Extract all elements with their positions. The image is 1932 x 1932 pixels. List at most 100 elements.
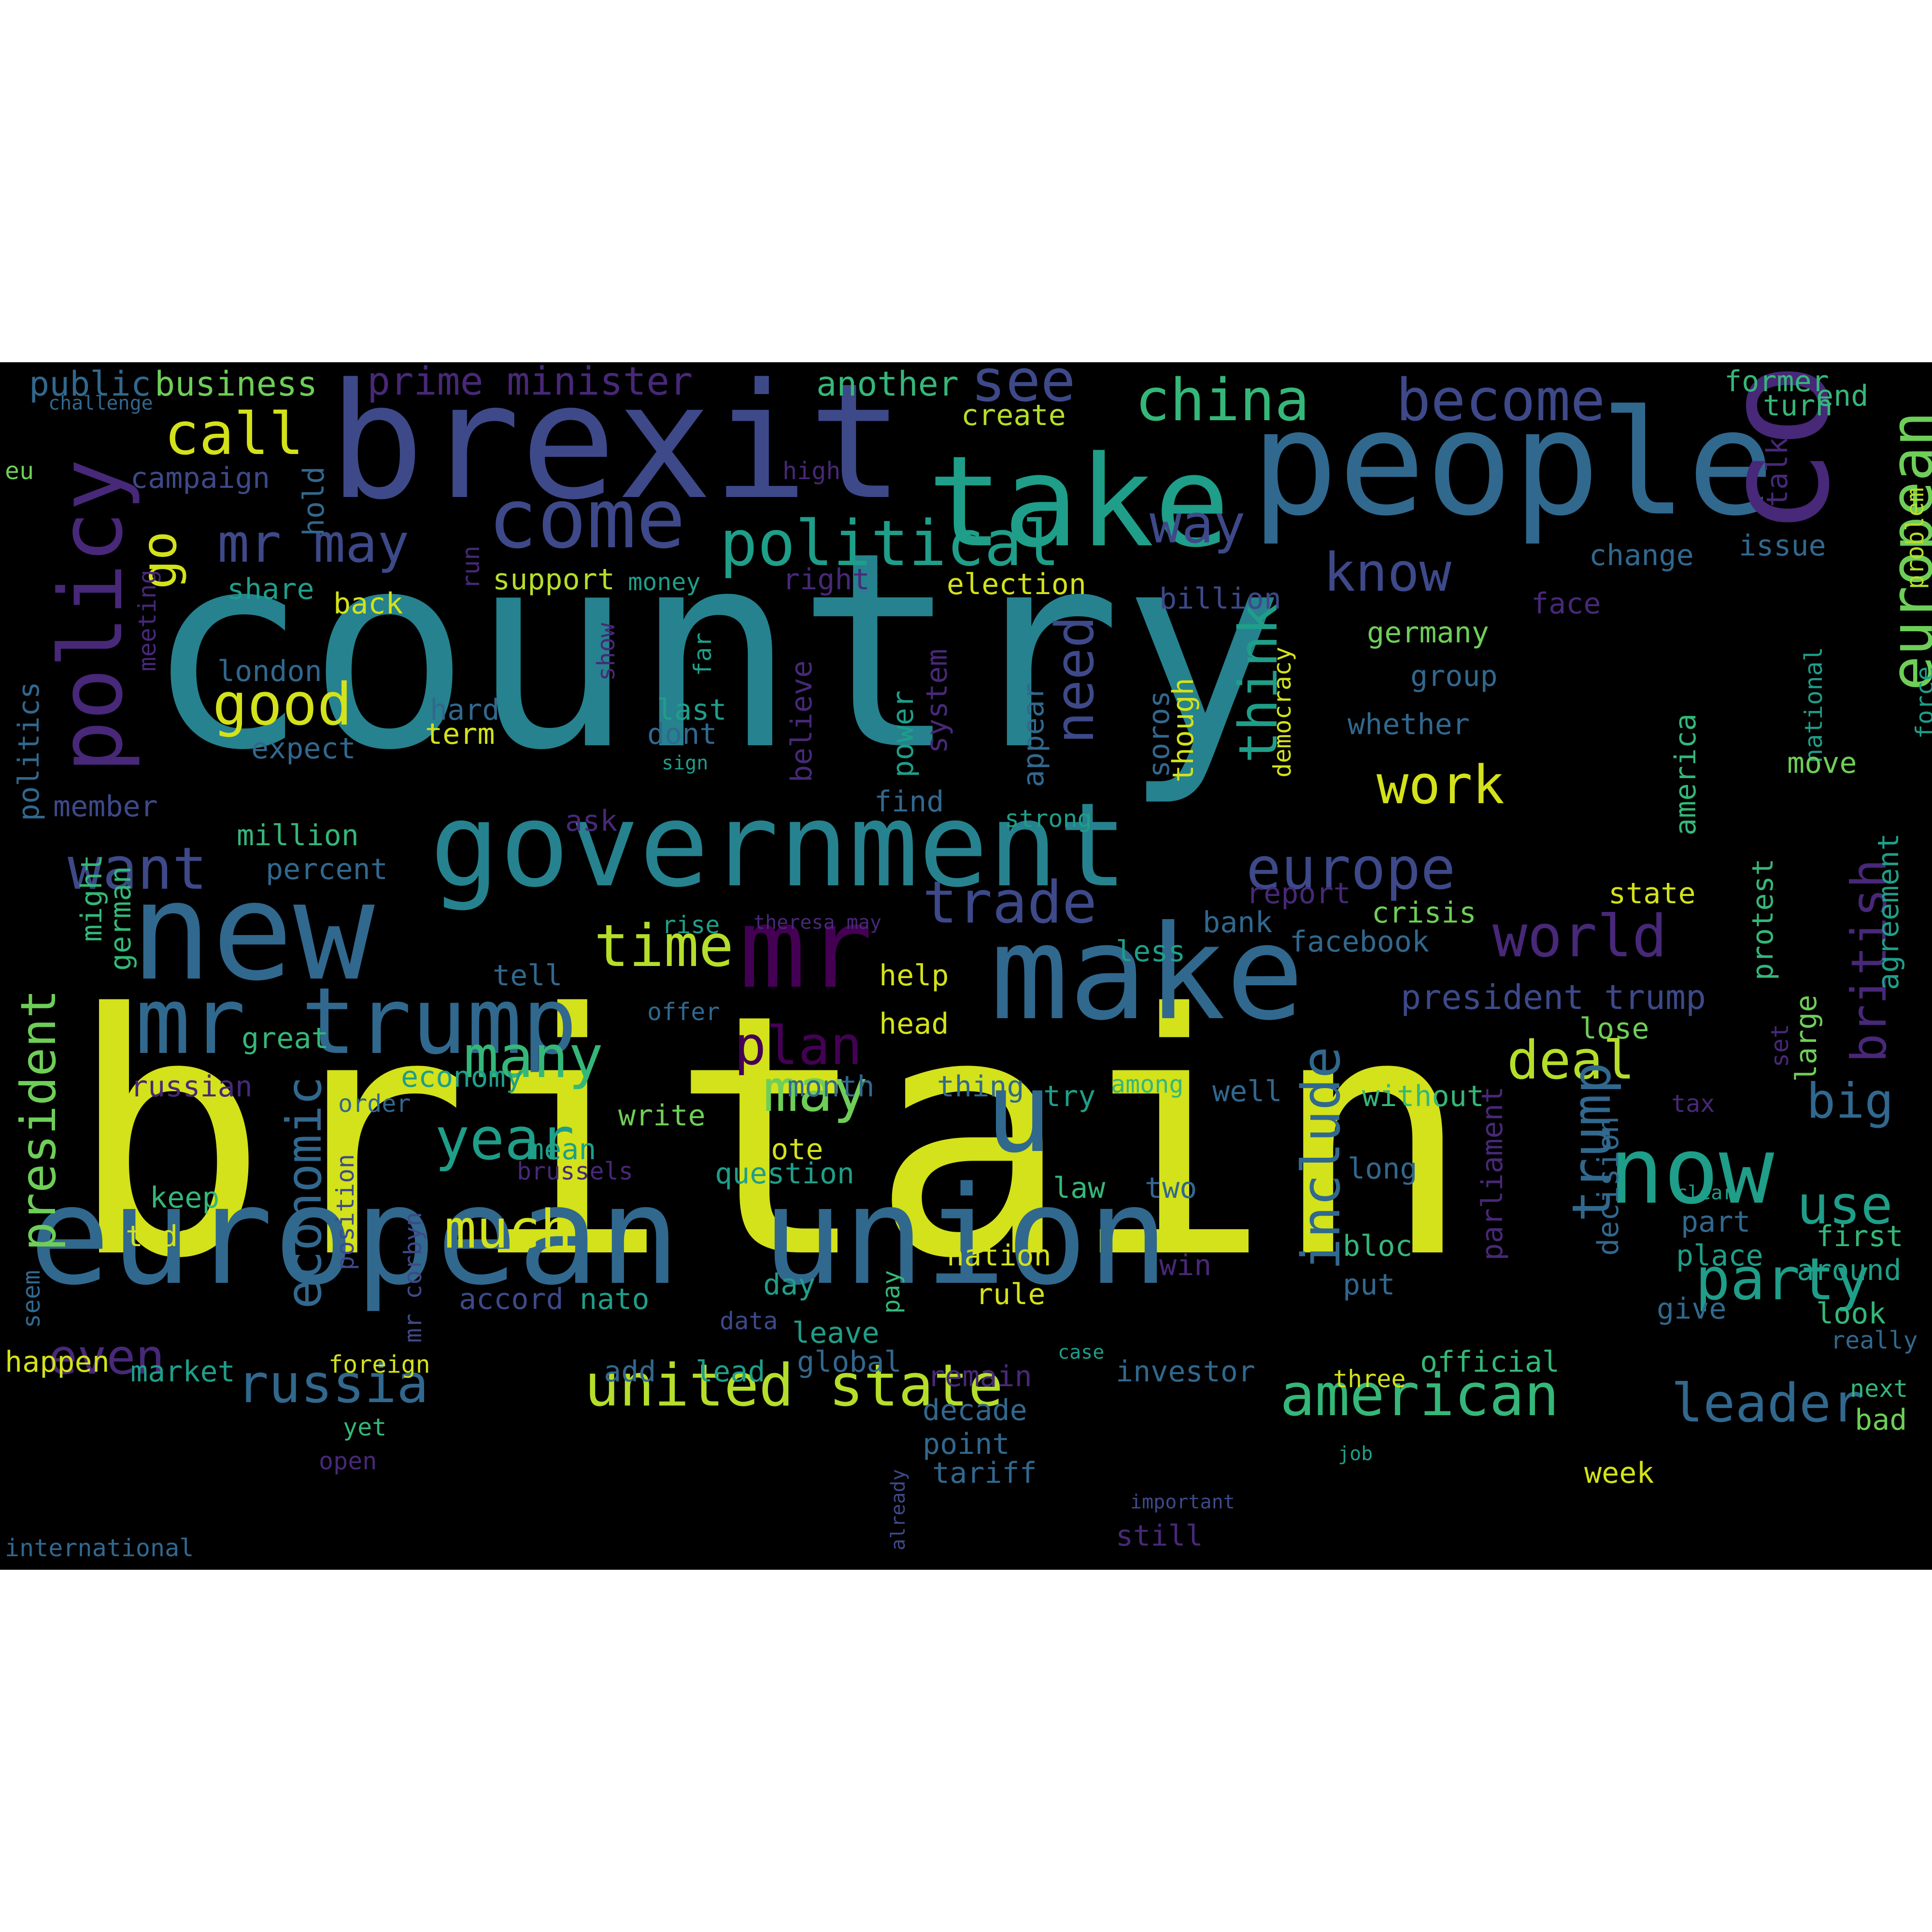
cloud-word: high [782,457,841,485]
cloud-word: bloc [1343,1229,1413,1263]
cloud-word: help [879,959,949,993]
cloud-word: month [787,1070,875,1104]
cloud-word: find [874,785,944,819]
cloud-word: next [1850,1375,1908,1403]
cloud-word: new [130,853,375,1011]
cloud-word: crisis [1372,896,1477,930]
cloud-word: right [782,563,870,597]
cloud-word: great [242,1022,329,1055]
cloud-word: try [1043,1080,1096,1113]
cloud-word: turn [1763,389,1833,423]
cloud-word: seem [17,1270,45,1328]
cloud-word: last [657,693,727,727]
cloud-word: country [145,495,1285,810]
cloud-word: politics [12,682,46,821]
cloud-word: issue [1739,529,1826,563]
cloud-word: among [1111,1070,1184,1098]
cloud-word: economic [276,1076,332,1309]
cloud-word: deal [1507,1029,1635,1091]
cloud-word: way [1150,493,1246,555]
cloud-word: move [1787,746,1857,780]
cloud-word: rise [662,911,720,939]
cloud-word: much [444,1198,572,1260]
cloud-word: european union [29,1158,1169,1315]
cloud-word: international [5,1534,194,1562]
cloud-word: election [947,568,1086,601]
cloud-word: without [1362,1080,1484,1113]
cloud-word: well [1212,1075,1282,1108]
cloud-word: take [927,429,1230,575]
cloud-word: believe [785,660,819,782]
cloud-word: parliament [1476,1086,1509,1261]
cloud-word: state [1608,877,1696,910]
cloud-word: facebook [1290,925,1429,959]
cloud-word: hard [430,693,500,727]
cloud-word: bad [1855,1403,1907,1437]
cloud-word: rule [976,1278,1046,1311]
cloud-word: offer [647,998,720,1026]
cloud-word: call [164,401,304,468]
cloud-word: campaign [130,461,270,495]
cloud-word: decade [923,1393,1027,1427]
cloud-word: even [48,1329,165,1385]
cloud-word: trade [923,869,1097,937]
cloud-word: u [985,1049,1052,1178]
cloud-word: bank [1203,906,1273,939]
cloud-word: prime minister [367,362,693,404]
cloud-word: big [1806,1073,1894,1129]
cloud-word: order [338,1090,411,1118]
cloud-word: government [430,778,1128,913]
cloud-word: still [1116,1519,1203,1553]
cloud-word: political [720,507,1060,580]
cloud-word: member [53,790,158,824]
cloud-word: year [435,1106,574,1173]
cloud-word: mean [526,1133,597,1166]
cloud-word: market [130,1355,235,1389]
cloud-word: president trump [1401,978,1706,1017]
cloud-word: want [68,836,207,903]
cloud-word: german [104,866,138,971]
cloud-word: mr may [217,512,410,574]
cloud-word: case [1058,1341,1105,1364]
cloud-word: important [1130,1491,1235,1513]
cloud-word: europe [1246,836,1456,903]
cloud-word: agreement [1872,833,1905,990]
cloud-word: report [1246,877,1351,910]
cloud-word: plan [734,1015,862,1077]
cloud-word: leader [1671,1372,1863,1434]
cloud-word: lead [696,1355,766,1389]
cloud-word: eu [5,457,34,485]
cloud-word: already [887,1469,909,1550]
cloud-word: american [1280,1362,1559,1429]
cloud-word: look [1816,1297,1886,1331]
cloud-word: policy [41,458,142,773]
cloud-word: happen [5,1345,110,1379]
cloud-word: time [594,913,734,980]
cloud-word: add [604,1355,656,1389]
cloud-word: accord [459,1282,564,1316]
cloud-word: far [689,632,717,676]
cloud-word: large [1790,994,1823,1082]
cloud-word: brussels [517,1157,633,1185]
cloud-word: share [227,572,314,606]
cloud-word: president [10,989,67,1251]
cloud-word: strong [1005,805,1092,833]
cloud-word: make [990,897,1305,1049]
cloud-word: whether [1348,708,1470,741]
cloud-word: party [1695,1246,1870,1313]
cloud-word: place [1676,1239,1763,1273]
word-cloud: country britain brexit take people european u… [0,362,1932,1570]
cloud-word: remain [927,1360,1032,1393]
cloud-word: russian [130,1070,253,1104]
cloud-word: public [29,364,151,404]
cloud-word: meeting [133,569,161,671]
cloud-word: now [1608,1118,1775,1224]
cloud-word: two [1145,1171,1197,1205]
cloud-word: business [155,364,318,404]
cloud-word: become [1396,367,1605,434]
cloud-word: back [333,587,403,621]
cloud-word: mr corbyn [399,1212,427,1343]
cloud-word: ask [565,804,618,838]
cloud-word: question [715,1157,854,1191]
cloud-word: really [1831,1326,1918,1354]
